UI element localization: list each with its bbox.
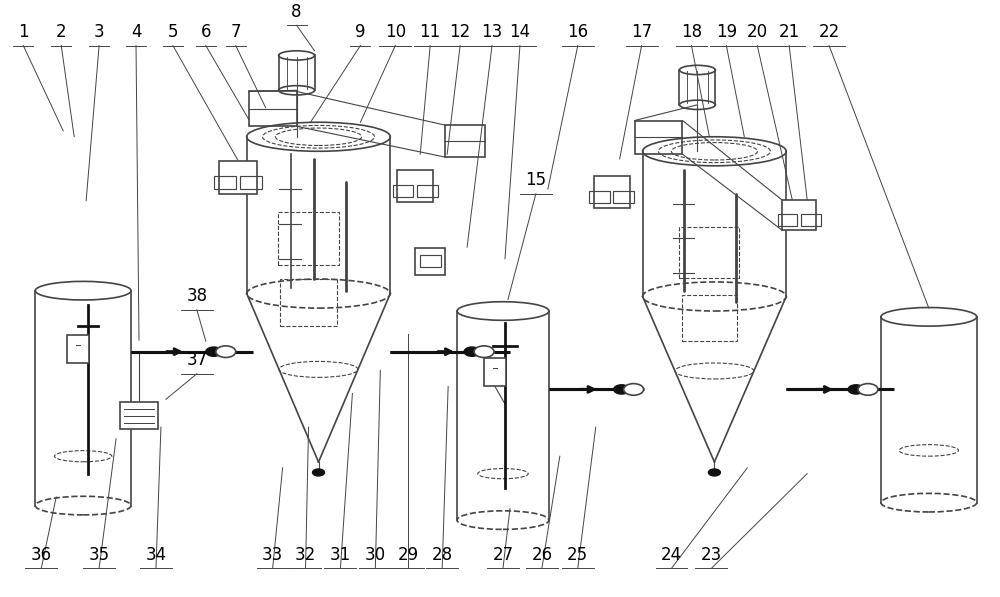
Text: 11: 11 — [420, 23, 441, 41]
Bar — [393, 185, 413, 198]
Bar — [682, 296, 737, 341]
Text: 25: 25 — [567, 546, 588, 564]
Text: 1: 1 — [18, 23, 29, 41]
Text: 36: 36 — [31, 546, 52, 564]
Text: 20: 20 — [747, 23, 768, 41]
Text: 31: 31 — [330, 546, 351, 564]
Text: 33: 33 — [262, 546, 283, 564]
Circle shape — [313, 469, 324, 476]
Circle shape — [206, 347, 222, 356]
Bar — [417, 185, 438, 198]
Circle shape — [614, 385, 630, 394]
Circle shape — [464, 347, 480, 356]
Bar — [801, 214, 821, 226]
Text: 23: 23 — [701, 546, 722, 564]
Text: 9: 9 — [355, 23, 366, 41]
Circle shape — [216, 346, 236, 358]
Text: 17: 17 — [631, 23, 652, 41]
Circle shape — [708, 469, 720, 476]
Bar — [420, 255, 441, 267]
Bar — [214, 176, 236, 189]
Bar — [249, 91, 297, 127]
Circle shape — [858, 384, 878, 395]
Bar — [445, 125, 485, 157]
Circle shape — [848, 385, 864, 394]
Text: 26: 26 — [531, 546, 552, 564]
Bar — [594, 176, 630, 208]
Text: 29: 29 — [398, 546, 419, 564]
Text: 38: 38 — [186, 287, 207, 305]
Text: 21: 21 — [779, 23, 800, 41]
Text: 5: 5 — [168, 23, 178, 41]
Bar — [278, 213, 339, 264]
Text: 15: 15 — [525, 171, 546, 189]
Bar — [589, 191, 610, 203]
Text: 3: 3 — [94, 23, 104, 41]
Bar — [613, 191, 634, 203]
Text: 34: 34 — [145, 546, 167, 564]
Bar — [219, 161, 257, 194]
Bar — [679, 227, 739, 278]
Bar — [635, 121, 682, 154]
Circle shape — [624, 384, 644, 395]
Bar — [120, 402, 158, 429]
Text: 14: 14 — [509, 23, 531, 41]
Text: 19: 19 — [716, 23, 737, 41]
Text: 13: 13 — [481, 23, 503, 41]
Bar — [778, 214, 797, 226]
Text: 24: 24 — [661, 546, 682, 564]
Text: 28: 28 — [432, 546, 453, 564]
Bar — [240, 176, 262, 189]
Text: 35: 35 — [89, 546, 110, 564]
Text: 22: 22 — [818, 23, 840, 41]
Text: 7: 7 — [230, 23, 241, 41]
Bar — [67, 335, 89, 363]
Text: 30: 30 — [365, 546, 386, 564]
Bar — [782, 200, 816, 230]
Text: 6: 6 — [201, 23, 211, 41]
Bar — [280, 279, 337, 325]
Bar — [397, 170, 433, 202]
Text: 8: 8 — [291, 2, 302, 21]
Text: 4: 4 — [131, 23, 141, 41]
Text: 27: 27 — [492, 546, 514, 564]
Text: 12: 12 — [449, 23, 471, 41]
Text: 16: 16 — [567, 23, 588, 41]
Bar — [484, 358, 506, 386]
Text: 2: 2 — [56, 23, 67, 41]
Circle shape — [474, 346, 494, 358]
Text: 18: 18 — [681, 23, 702, 41]
Bar — [415, 248, 445, 275]
Text: 10: 10 — [385, 23, 406, 41]
Text: 32: 32 — [295, 546, 316, 564]
Text: 37: 37 — [186, 351, 207, 369]
